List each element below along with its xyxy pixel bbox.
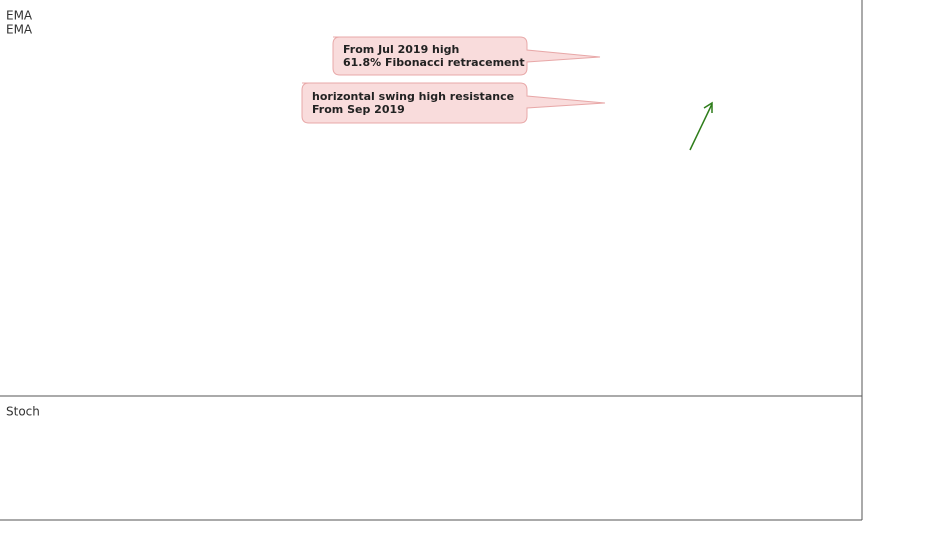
indicator-label: EMA [6, 23, 33, 37]
indicator-label: EMA [6, 9, 33, 23]
stoch-title: Stoch [6, 405, 40, 419]
annotation-text: 61.8% Fibonacci retracement [343, 56, 525, 69]
projection-arrow [689, 101, 713, 151]
annotation-text: From Sep 2019 [312, 103, 405, 116]
annotation-text: horizontal swing high resistance [312, 90, 514, 103]
annotation-text: From Jul 2019 high [343, 43, 459, 56]
annotation-box: horizontal swing high resistance From Se… [301, 82, 606, 124]
annotation-box: From Jul 2019 high 61.8% Fibonacci retra… [332, 36, 601, 76]
